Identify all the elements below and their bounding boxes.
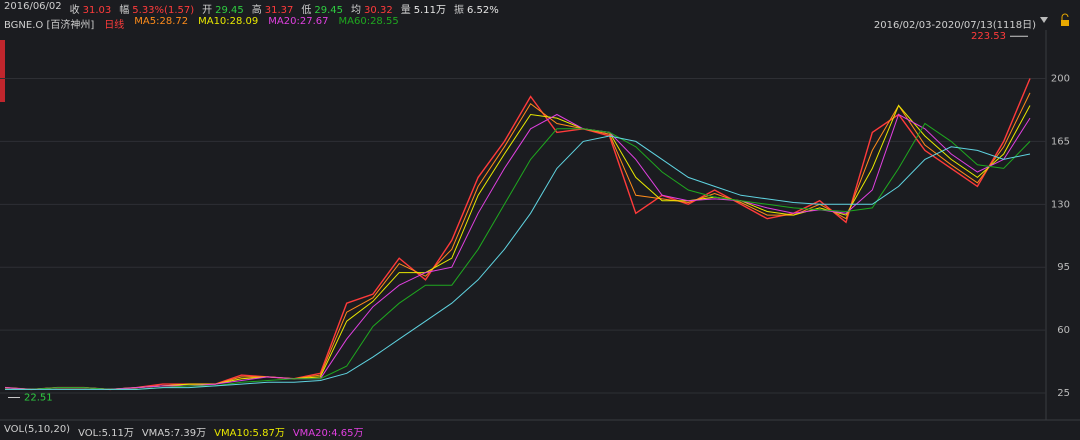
quote-label: 开 (202, 5, 213, 16)
y-tick-label: 25 (1057, 388, 1070, 399)
quote-item: 收 31.03 (70, 1, 112, 16)
volume-item: VMA5:7.39万 (141, 428, 207, 439)
y-tick-label: 130 (1051, 199, 1070, 210)
quote-value: 6.52% (466, 5, 499, 16)
quote-value: 5.33%(1.57) (132, 5, 195, 16)
quote-label: 高 (251, 5, 262, 16)
series-line (4, 92, 1031, 390)
quote-item: 开 29.45 (202, 1, 244, 16)
quote-item: 高 31.37 (252, 1, 294, 16)
high-marker-label: 223.53 (971, 31, 1006, 42)
y-tick-label: 60 (1057, 325, 1070, 336)
side-tab[interactable] (0, 40, 5, 102)
quote-date: 2016/06/02 (4, 1, 62, 12)
quote-label: 低 (301, 5, 312, 16)
y-tick-label: 165 (1051, 136, 1070, 147)
legend-entry: MA5:28.72 (134, 16, 189, 27)
quote-item: 低 29.45 (301, 1, 343, 16)
legend-entry: MA20:27.67 (268, 16, 329, 27)
lock-shackle (1061, 13, 1069, 20)
quote-value: 31.03 (82, 5, 112, 16)
volume-item: VMA10:5.87万 (214, 428, 285, 439)
legend-row: BGNE.O [百济神州] 日线 MA5:28.72 MA10:28.09 MA20:… (4, 16, 399, 31)
quote-label: 均 (351, 5, 362, 16)
quote-item: 振 6.52% (454, 1, 499, 16)
quote-item: 幅 5.33%(1.57) (119, 1, 194, 16)
series-line (4, 78, 1031, 391)
symbol: BGNE.O [百济神州] (4, 20, 95, 31)
legend-entry: MA10:28.09 (198, 16, 259, 27)
quote-value: 29.45 (314, 5, 344, 16)
quote-label: 收 (69, 5, 80, 16)
volume-item: VOL(5,10,20) (4, 424, 71, 435)
y-tick-label: 200 (1051, 74, 1070, 85)
quote-label: 振 (453, 5, 464, 16)
series-line (5, 122, 1031, 390)
quote-item: 量 5.11万 (401, 1, 446, 16)
series-line (5, 135, 1031, 390)
quote-value: 5.11万 (413, 5, 446, 16)
quote-row: 2016/06/02 收 31.03 幅 5.33%(1.57) 开 29.45 高 31.3… (4, 1, 499, 16)
dropdown-icon[interactable] (1040, 17, 1048, 23)
quote-item: 均 30.32 (351, 1, 393, 16)
series-line (4, 104, 1031, 390)
low-marker-label: 22.51 (24, 393, 53, 404)
lock-icon[interactable] (1061, 20, 1069, 26)
y-tick-label: 95 (1057, 262, 1070, 273)
quote-value: 31.37 (264, 5, 294, 16)
series-line (4, 113, 1031, 390)
quote-label: 量 (400, 5, 411, 16)
volume-item: VOL:5.11万 (78, 428, 134, 439)
legend-entry: 日线 (104, 20, 125, 31)
quote-label: 幅 (119, 5, 130, 16)
volume-item: VMA20:4.65万 (292, 428, 364, 439)
quote-value: 30.32 (364, 5, 393, 16)
quote-value: 29.45 (215, 5, 244, 16)
date-range: 2016/02/03-2020/07/13(1118日) (873, 20, 1036, 31)
legend-entry: MA60:28.55 (338, 16, 399, 27)
volume-row: VOL(5,10,20) VOL:5.11万 VMA5:7.39万 VMA10:5.8… (4, 424, 364, 439)
